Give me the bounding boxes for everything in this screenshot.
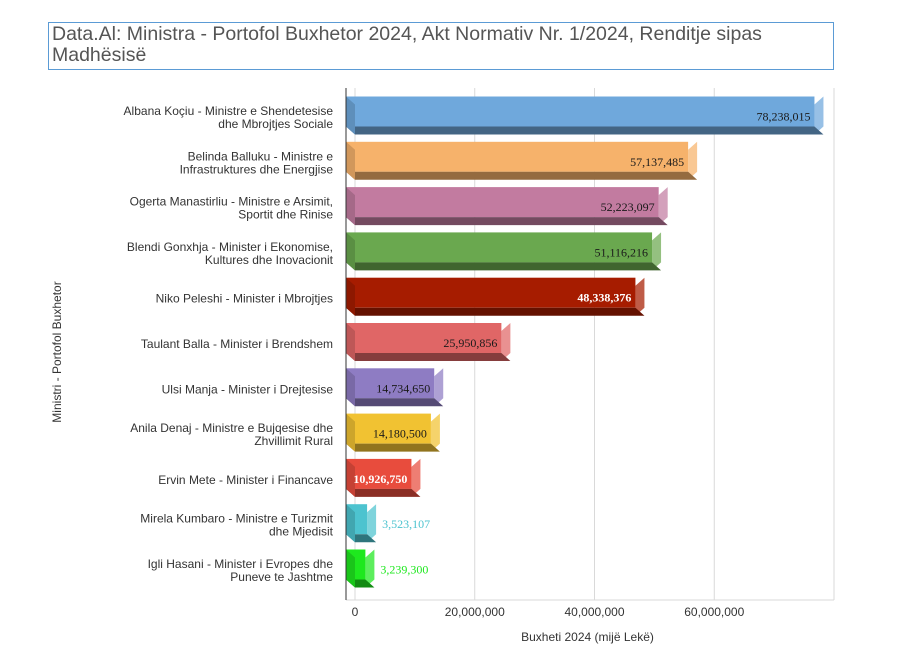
bar-cap [346,458,355,497]
bar-face [346,96,815,127]
bar-cap [346,232,355,271]
bar-value-label: 25,950,856 [443,336,497,350]
bar-cap [346,187,355,226]
bar-value-label: 14,180,500 [373,427,427,441]
bar-face [346,277,636,308]
bar-side [652,232,662,271]
category-labels: Albana Koçiu - Ministre e Shendetesise dh… [124,104,334,584]
bar-face [346,368,435,399]
bar-value-label: 57,137,485 [630,155,684,169]
x-tick-label: 60,000,000 [684,605,744,619]
bar-side [658,187,668,226]
bar-bottom [346,307,645,316]
bar-side [434,368,444,407]
bar-bottom [346,171,698,180]
bar-bottom [346,488,421,497]
bar-face [346,458,412,489]
bar-cap [346,413,355,452]
bar: 48,338,376 [346,277,645,316]
category-label: Albana Koçiu - Ministre e Shendetesise dh… [124,104,334,131]
bar-side [365,549,375,588]
category-label: Mirela Kumbaro - Ministre e Turizmit dhe … [140,512,333,539]
bar-side [501,323,511,361]
bar: 10,926,750 [346,458,421,497]
bar-face [346,187,659,218]
x-tick-label: 20,000,000 [445,605,505,619]
bar: 3,523,107 [346,504,430,543]
bar-value-label: 14,734,650 [376,381,430,395]
chart-title: Data.Al: Ministra - Portofol Buxhetor 20… [48,22,834,70]
bar-bottom [346,443,440,452]
bar-face [346,323,502,353]
bar-cap [346,504,355,543]
bar-value-label: 3,239,300 [380,563,428,577]
bar-value-label: 3,523,107 [382,517,430,531]
category-label: Taulant Balla - Minister i Brendshem [141,337,333,351]
bar-face [346,413,431,444]
x-axis-title: Buxheti 2024 (mijë Lekë) [521,630,654,644]
bar-bottom [346,126,824,135]
bar-value-label: 78,238,015 [756,110,810,124]
bar-value-label: 10,926,750 [353,472,407,486]
bar-bottom [346,398,444,407]
x-tick-label: 0 [352,605,359,619]
bar-bottom [346,217,668,226]
bar-bottom [346,262,662,271]
category-label: Ogerta Manastirliu - Ministre e Arsimit,… [130,195,334,222]
category-label: Ulsi Manja - Minister i Drejtesise [162,382,334,396]
bar-face [346,232,653,263]
bar-side [430,413,440,452]
bar-side [688,141,698,180]
bar: 14,180,500 [346,413,440,452]
bar: 51,116,216 [346,232,662,271]
bar: 52,223,097 [346,187,668,226]
bar-bottom [346,353,511,361]
x-tick-labels: 0 20,000,000 40,000,000 60,000,000 [352,605,745,619]
bar-side [411,458,421,497]
bar-cap [346,323,355,361]
bar-cap [346,368,355,407]
bar-side [367,504,377,543]
bar: 3,239,300 [346,549,428,588]
bar-value-label: 52,223,097 [601,200,655,214]
category-label: Igli Hasani - Minister i Evropes dhe Pune… [148,557,334,584]
bar-cap [346,96,355,135]
bars: 78,238,015 57,137,485 52,223,097 51,116,216… [346,96,824,588]
bar: 57,137,485 [346,141,698,180]
bar-cap [346,549,355,588]
x-tick-label: 40,000,000 [564,605,624,619]
category-label: Belinda Balluku - Ministre e Infrastruktu… [180,149,334,176]
category-label: Blendi Gonxhja - Minister i Ekonomise, Ku… [127,240,334,267]
category-label: Niko Peleshi - Minister i Mbrojtjes [156,292,333,306]
y-axis-title: Ministri - Portofol Buxhetor [50,281,64,422]
bar-cap [346,277,355,316]
category-label: Ervin Mete - Minister i Financave [158,473,333,487]
bar-value-label: 51,116,216 [594,245,648,259]
bar: 25,950,856 [346,323,511,361]
bar-side [814,96,824,135]
bar: 78,238,015 [346,96,824,135]
bar-cap [346,141,355,180]
bar-side [635,277,645,316]
bar-face [346,141,689,172]
category-label: Anila Denaj - Ministre e Bujqesise dhe Zh… [130,421,333,448]
bar-value-label: 48,338,376 [577,291,631,305]
bar: 14,734,650 [346,368,444,407]
